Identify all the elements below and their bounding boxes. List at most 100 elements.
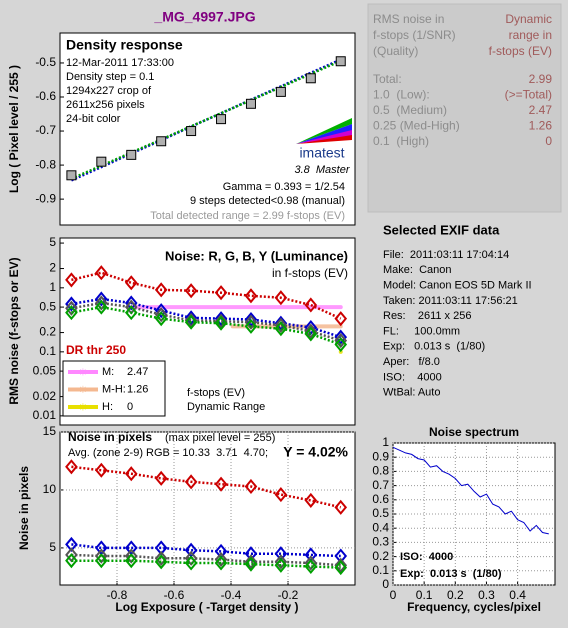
table-header: f-stops (1/SNR) <box>373 28 456 42</box>
y-tick-label: 0.2 <box>39 325 56 339</box>
y-tick-label: 15 <box>43 424 57 438</box>
y-tick-label: 0.8 <box>372 464 389 478</box>
data-point <box>184 314 198 330</box>
y-tick-label: -0.8 <box>35 157 56 171</box>
data-point <box>95 462 108 478</box>
data-point <box>156 136 167 147</box>
y-tick-label: 0.1 <box>372 563 389 577</box>
data-point <box>304 297 318 313</box>
data-point <box>124 295 138 311</box>
y-tick-label: 0.3 <box>372 535 389 549</box>
data-point <box>184 283 198 299</box>
table-value: 2.99 <box>529 72 553 86</box>
data-point <box>216 114 227 125</box>
data-point <box>65 296 78 312</box>
data-point <box>184 550 198 566</box>
y-tick-label: 1 <box>49 280 56 294</box>
table-header: RMS noise in <box>373 12 444 26</box>
annotation: 9 steps detected<0.98 (manual) <box>190 195 345 207</box>
legend-marker: ✳ <box>79 368 87 379</box>
table-value: (>=Total) <box>505 88 552 102</box>
y-tick-label: 0.05 <box>33 363 57 377</box>
data-point <box>154 540 168 556</box>
data-point <box>186 126 197 137</box>
data-point <box>305 73 316 84</box>
exif-line: Model: Canon EOS 5D Mark II <box>383 280 532 292</box>
y-tick-label: 0.4 <box>372 520 389 534</box>
plot-area <box>59 32 356 226</box>
table-header: range in <box>509 28 552 42</box>
annotation: DR thr 250 <box>66 343 126 357</box>
logo-version: 3.8 Master <box>294 164 350 176</box>
exif-line: Exp: 0.013 s (1/80) <box>383 341 485 353</box>
series-line <box>71 305 342 346</box>
table-header: f-stops (EV) <box>489 44 552 58</box>
annotation: ISO: 4000 <box>400 551 453 563</box>
data-point <box>95 291 108 307</box>
data-point <box>334 557 348 573</box>
data-point <box>65 272 78 288</box>
exif-line: FL: 100.0mm <box>383 325 460 337</box>
annotation: Density step = 0.1 <box>66 71 154 83</box>
data-point <box>275 86 286 97</box>
logo-text: imatest <box>299 145 344 161</box>
data-point <box>214 555 228 571</box>
data-point <box>154 554 168 570</box>
annotation: 1294x227 crop of <box>66 85 152 97</box>
data-point <box>274 290 288 306</box>
table-value: 0 <box>545 134 552 148</box>
y-tick-label: -0.6 <box>35 89 56 103</box>
y-axis-label: Log ( Pixel level / 255 ) <box>7 65 21 193</box>
y-axis-label: RMS noise (f-stops or EV) <box>7 257 21 404</box>
data-point <box>304 555 318 571</box>
data-point <box>66 170 77 181</box>
data-point <box>334 336 348 353</box>
data-point <box>334 329 348 345</box>
data-point <box>334 311 348 327</box>
data-point <box>124 305 138 321</box>
y-tick-label: 0.5 <box>39 299 56 313</box>
table-label: Total: <box>373 72 402 86</box>
legend-marker: ✳ <box>79 385 87 396</box>
y-tick-label: 0 <box>382 577 389 591</box>
data-point <box>274 317 288 333</box>
legend-label: H: <box>102 401 113 413</box>
data-point <box>334 560 348 576</box>
y-tick-label: 10 <box>43 482 57 496</box>
data-point <box>214 311 228 327</box>
y-tick-label: -0.5 <box>35 55 56 69</box>
data-point <box>335 56 346 67</box>
table-label: 1.0 (Low): <box>373 88 430 102</box>
annotation: 2611x256 pixels <box>66 99 145 111</box>
data-point <box>214 476 228 492</box>
chart-title: Noise: R, G, B, Y (Luminance) <box>165 248 348 263</box>
y-tick-label: 0.6 <box>372 492 389 506</box>
data-point <box>95 265 108 281</box>
chart-title: Density response <box>66 37 183 53</box>
x-tick-label: -0.2 <box>278 588 299 602</box>
data-point <box>154 470 168 486</box>
data-point <box>124 466 138 482</box>
x-tick-label: 0 <box>390 588 397 602</box>
y-tick-label: 0.1 <box>39 344 56 358</box>
y-tick-label: 0.02 <box>33 389 57 403</box>
data-point <box>126 149 137 160</box>
exif-line: Taken: 2011:03:11 17:56:21 <box>383 295 518 307</box>
logo-shape <box>296 118 352 144</box>
table-header: (Quality) <box>373 44 418 58</box>
x-tick-label: -0.6 <box>164 588 185 602</box>
y-tick-label: 5 <box>49 235 56 249</box>
data-point <box>244 318 258 334</box>
x-tick-label: -0.8 <box>107 588 128 602</box>
exif-line: Aper: f/8.0 <box>383 356 440 368</box>
data-point <box>65 536 78 552</box>
x-tick-label: 0.2 <box>447 588 464 602</box>
exif-line: WtBal: Auto <box>383 387 440 399</box>
y-tick-label: 0.7 <box>372 478 389 492</box>
table-label: 0.1 (High) <box>373 134 429 148</box>
x-tick-label: -0.4 <box>221 588 242 602</box>
y-tick-label: 0.9 <box>372 449 389 463</box>
data-point <box>184 555 198 571</box>
data-point <box>334 499 348 515</box>
data-point <box>214 313 228 329</box>
